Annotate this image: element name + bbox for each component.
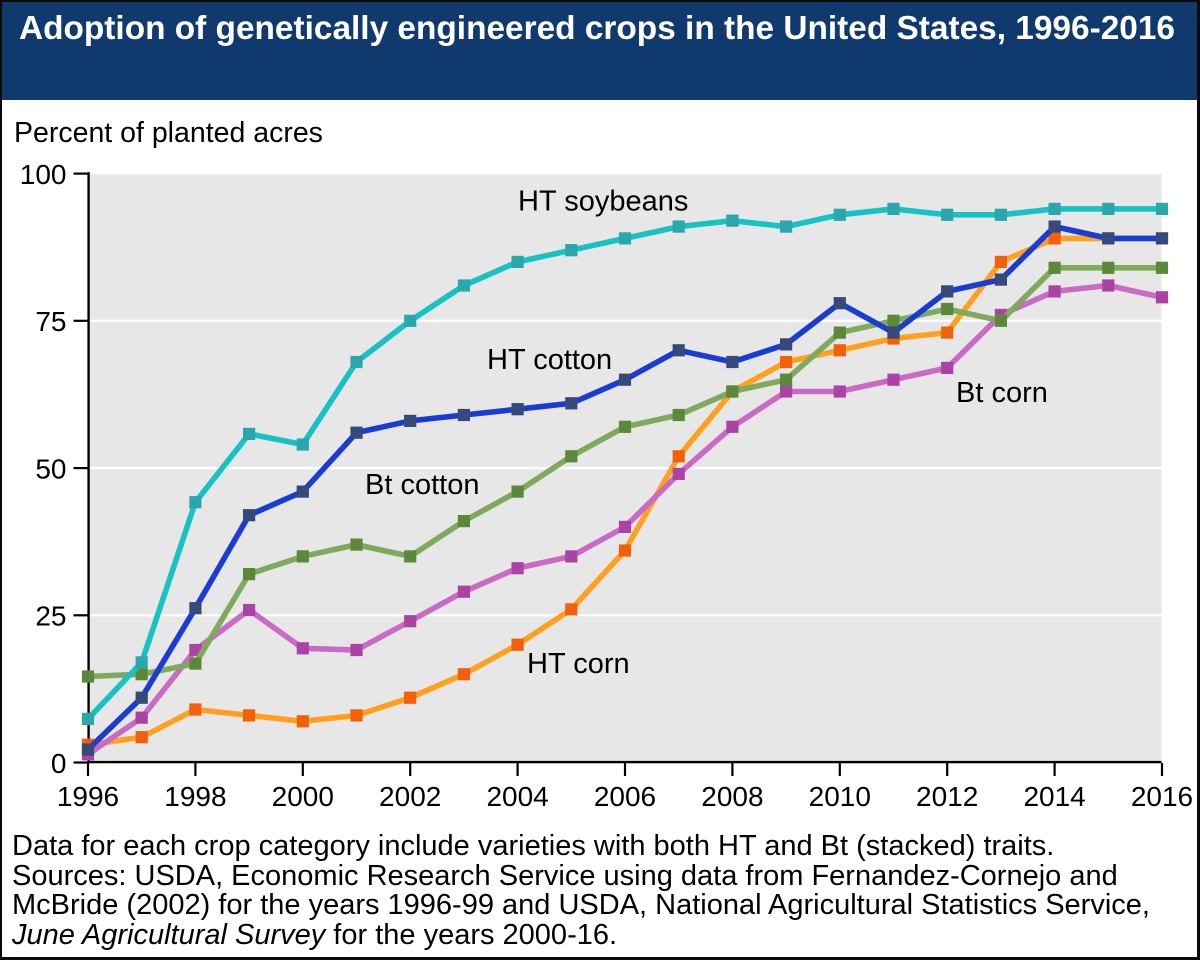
svg-text:50: 50 <box>35 453 66 484</box>
svg-text:100: 100 <box>20 159 67 190</box>
svg-text:1998: 1998 <box>164 781 226 812</box>
svg-text:2006: 2006 <box>594 781 656 812</box>
svg-text:75: 75 <box>35 306 66 337</box>
svg-text:2004: 2004 <box>486 781 548 812</box>
svg-text:2002: 2002 <box>379 781 441 812</box>
svg-text:2012: 2012 <box>916 781 978 812</box>
svg-text:HT corn: HT corn <box>527 648 630 680</box>
svg-text:2016: 2016 <box>1131 781 1193 812</box>
svg-text:Bt corn: Bt corn <box>956 377 1048 409</box>
svg-text:2014: 2014 <box>1023 781 1085 812</box>
svg-text:HT cotton: HT cotton <box>487 344 612 376</box>
svg-text:2008: 2008 <box>701 781 763 812</box>
svg-text:1996: 1996 <box>57 781 119 812</box>
svg-text:2000: 2000 <box>272 781 334 812</box>
svg-text:25: 25 <box>35 601 66 632</box>
svg-text:HT soybeans: HT soybeans <box>518 186 688 218</box>
svg-text:0: 0 <box>51 748 67 779</box>
svg-text:Bt cotton: Bt cotton <box>365 469 479 501</box>
svg-text:2010: 2010 <box>809 781 871 812</box>
